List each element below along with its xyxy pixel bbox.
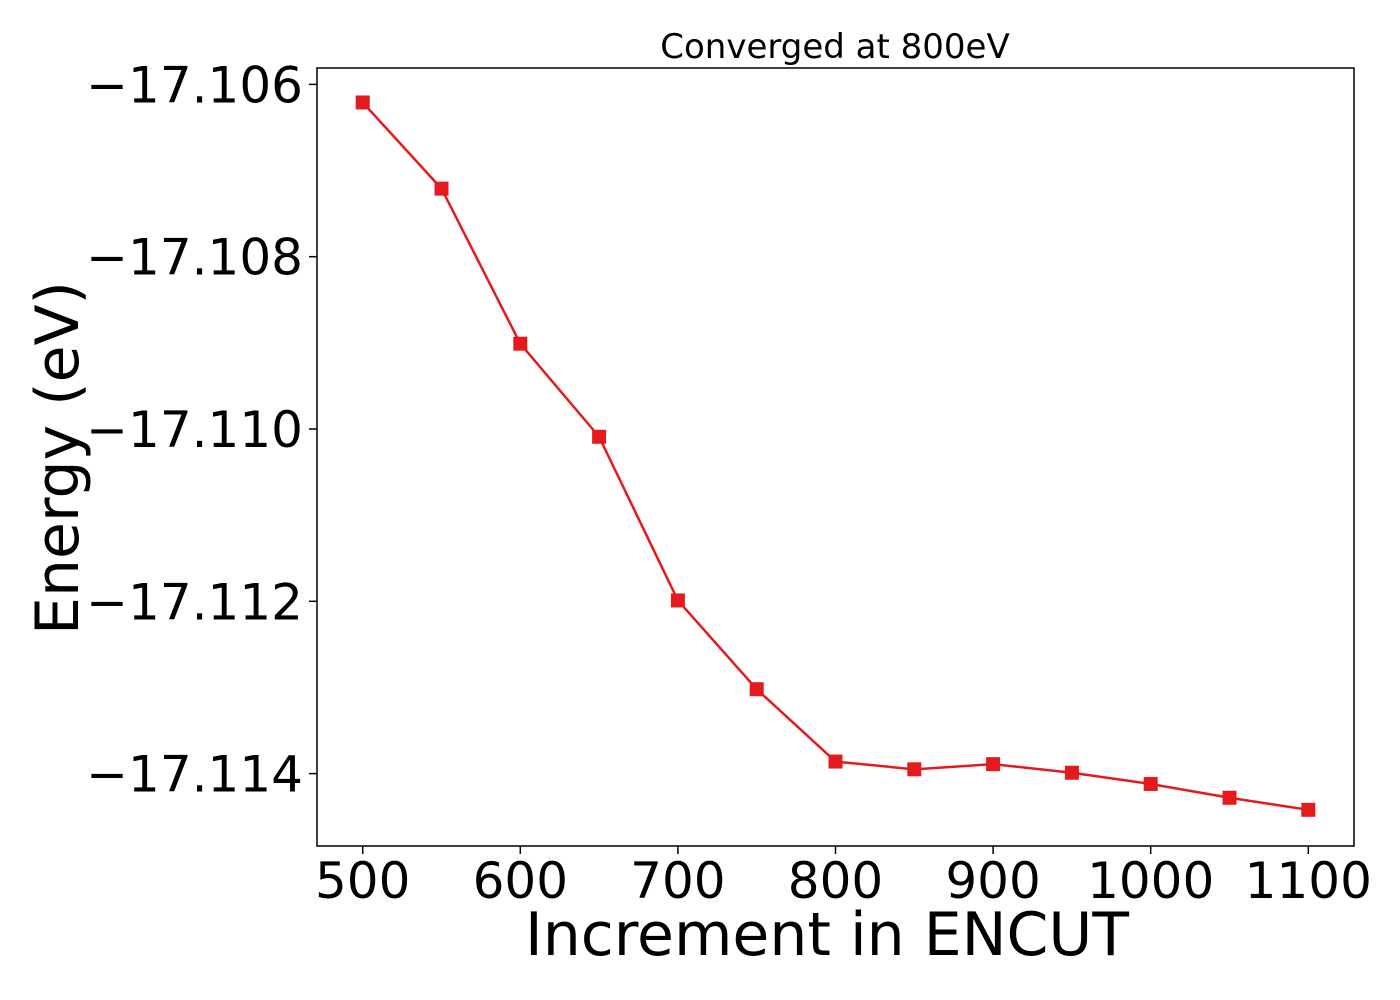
series-layer bbox=[355, 95, 1316, 817]
y-tick-label: −17.112 bbox=[86, 573, 303, 631]
y-axis-label: Energy (eV) bbox=[23, 281, 93, 635]
x-tick-label: 800 bbox=[788, 852, 883, 910]
x-tick-label: 900 bbox=[945, 852, 1040, 910]
x-tick-label: 600 bbox=[473, 852, 568, 910]
chart-title: Converged at 800eV bbox=[660, 27, 1009, 67]
data-point-marker bbox=[749, 682, 764, 697]
y-tick-label: −17.108 bbox=[86, 229, 303, 287]
y-tick-label: −17.110 bbox=[86, 401, 303, 459]
x-tick-label: 500 bbox=[315, 852, 410, 910]
data-point-marker bbox=[1064, 765, 1079, 780]
x-tick-label: 1000 bbox=[1087, 852, 1214, 910]
data-point-marker bbox=[1301, 802, 1316, 817]
x-tick-label: 700 bbox=[630, 852, 725, 910]
y-axis-ticks: −17.106 −17.108 −17.110 −17.112 −17.114 bbox=[86, 56, 317, 804]
data-point-marker bbox=[986, 757, 1001, 772]
y-tick-label: −17.106 bbox=[86, 56, 303, 114]
x-axis-ticks: 500 600 700 800 900 1000 1100 bbox=[315, 846, 1372, 910]
data-point-marker bbox=[355, 95, 370, 110]
data-point-marker bbox=[1222, 790, 1237, 805]
data-point-marker bbox=[670, 593, 685, 608]
series-line bbox=[361, 101, 1309, 812]
plot-frame bbox=[316, 67, 1355, 847]
data-point-marker bbox=[1143, 776, 1158, 791]
data-point-marker bbox=[592, 429, 607, 444]
data-point-marker bbox=[513, 336, 528, 351]
data-point-marker bbox=[907, 762, 922, 777]
y-tick-label: −17.114 bbox=[86, 746, 303, 804]
data-point-marker bbox=[828, 754, 843, 769]
data-point-marker bbox=[434, 181, 449, 196]
x-tick-label: 1100 bbox=[1245, 852, 1372, 910]
x-axis-label: Increment in ENCUT bbox=[525, 900, 1129, 970]
